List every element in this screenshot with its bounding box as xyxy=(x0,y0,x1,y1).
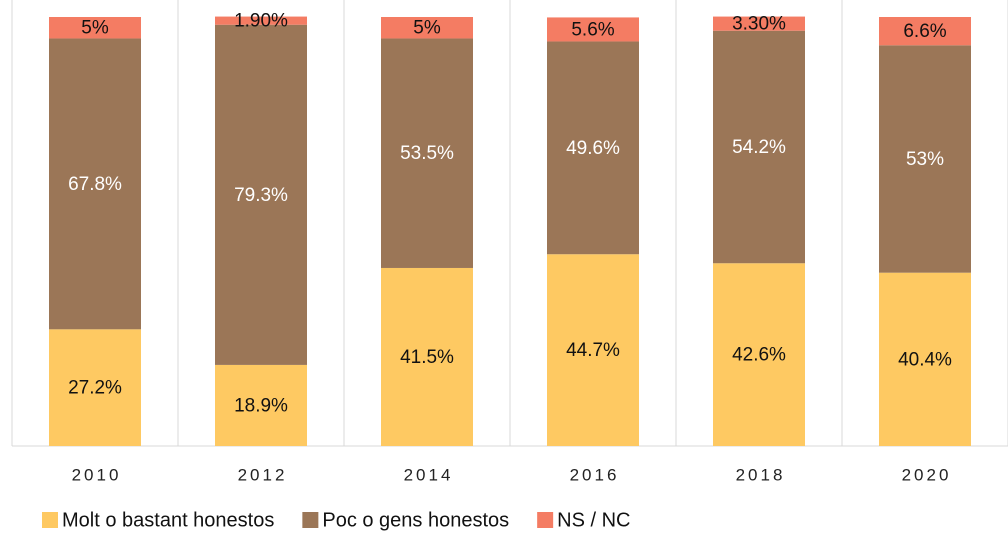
legend-swatch xyxy=(537,512,554,528)
data-label: 18.9% xyxy=(234,395,288,416)
data-label: 27.2% xyxy=(68,378,122,399)
x-tick-label: 2020 xyxy=(902,465,952,484)
data-label: 1.90% xyxy=(234,11,288,32)
bar-segment xyxy=(49,329,141,446)
bar-segment xyxy=(547,17,639,42)
data-label: 41.5% xyxy=(400,347,454,368)
data-label: 53% xyxy=(906,149,944,170)
data-label: 79.3% xyxy=(234,185,288,206)
x-tick-label: 2016 xyxy=(570,465,620,484)
data-label: 67.8% xyxy=(68,174,122,195)
bar-segment xyxy=(879,45,971,273)
data-label: 49.6% xyxy=(566,138,620,159)
x-tick-label: 2018 xyxy=(736,465,786,484)
bar-segment xyxy=(879,17,971,46)
bar-segment xyxy=(381,267,473,446)
bar-segment xyxy=(381,17,473,39)
data-label: 5% xyxy=(413,18,441,39)
x-tick-label: 2012 xyxy=(238,465,288,484)
bar-segment xyxy=(879,272,971,446)
bar-segment xyxy=(49,38,141,330)
data-label: 5% xyxy=(81,18,109,39)
legend-label: Poc o gens honestos xyxy=(322,509,509,531)
bar-segment xyxy=(547,41,639,255)
bar-segment xyxy=(713,16,805,31)
bar-segment xyxy=(547,254,639,446)
data-label: 44.7% xyxy=(566,340,620,361)
data-label: 5.6% xyxy=(571,19,614,40)
bar-segment xyxy=(49,17,141,39)
data-label: 3.30% xyxy=(732,14,786,35)
data-label: 40.4% xyxy=(898,349,952,370)
data-label: 42.6% xyxy=(732,345,786,366)
bar-segment xyxy=(215,16,307,25)
legend-label: NS / NC xyxy=(557,509,630,531)
x-tick-label: 2014 xyxy=(404,465,454,484)
data-label: 53.5% xyxy=(400,143,454,164)
legend-swatch xyxy=(302,512,319,528)
legend-label: Molt o bastant honestos xyxy=(62,509,274,531)
bar-segment xyxy=(713,263,805,446)
bar-segment xyxy=(215,24,307,365)
data-label: 54.2% xyxy=(732,137,786,158)
bar-segment xyxy=(713,30,805,264)
bar-segment xyxy=(381,38,473,268)
data-label: 6.6% xyxy=(903,21,946,42)
legend-swatch xyxy=(42,512,58,528)
bar-segment xyxy=(215,364,307,446)
x-tick-label: 2010 xyxy=(72,465,122,484)
